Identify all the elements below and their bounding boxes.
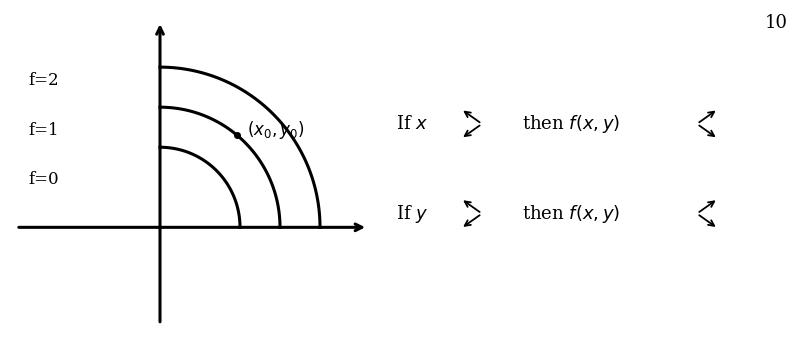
Text: f=1: f=1 (28, 121, 58, 138)
Text: If $y$: If $y$ (395, 203, 428, 225)
Text: f=0: f=0 (28, 171, 58, 188)
Text: $(x_0, y_0)$: $(x_0, y_0)$ (246, 119, 304, 141)
Text: If $x$: If $x$ (395, 115, 428, 133)
Text: 10: 10 (765, 14, 788, 32)
Text: f=2: f=2 (28, 72, 58, 89)
Text: then $f(x,y)$: then $f(x,y)$ (522, 113, 620, 135)
Text: then $f(x,y)$: then $f(x,y)$ (522, 203, 620, 225)
